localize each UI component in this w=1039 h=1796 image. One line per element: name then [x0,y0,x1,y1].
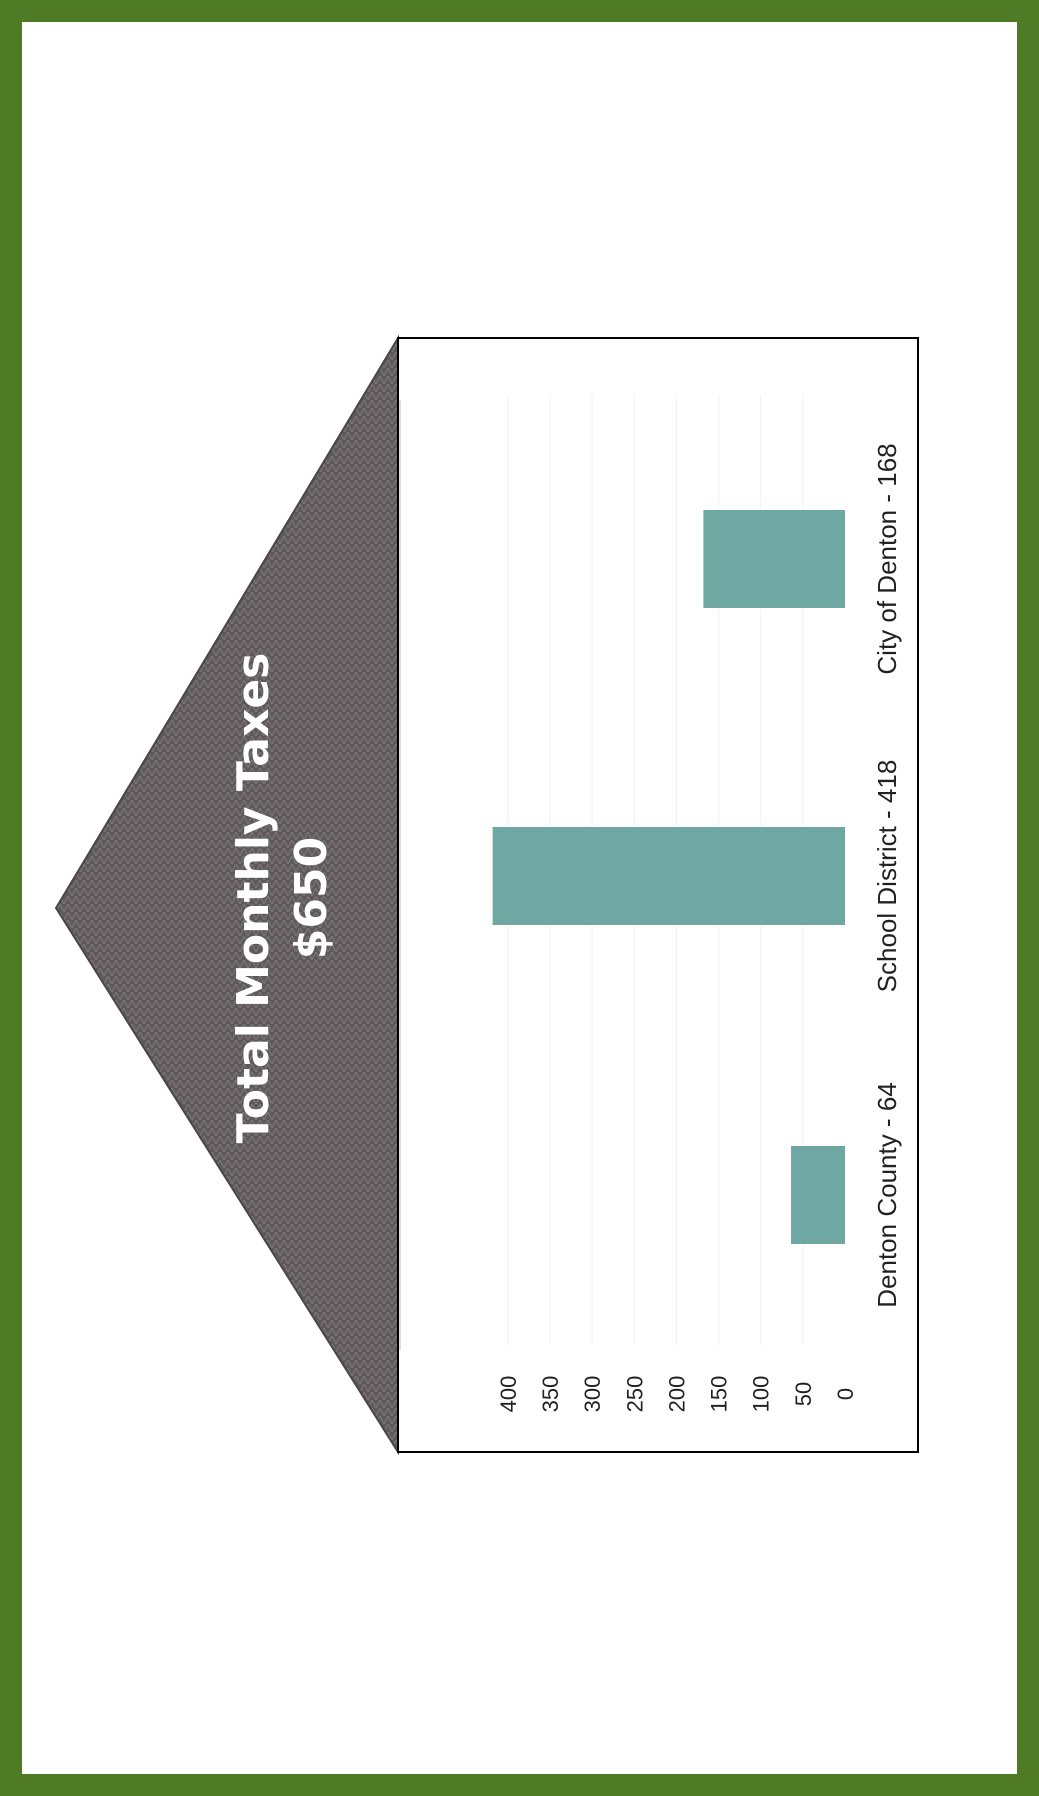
title-group: Total Monthly Taxes $650 [228,653,337,1144]
category-label-0: Denton County - 64 [872,1082,902,1307]
y-tick-label: 150 [707,1376,732,1413]
y-axis-ticks: 0 50 100 150 200 250 300 350 400 [496,1376,858,1413]
title-line-2: $650 [286,837,337,959]
y-tick-label: 200 [664,1376,689,1413]
category-labels: Denton County - 64 School District - 418 C… [872,443,902,1307]
y-tick-label: 400 [496,1376,521,1413]
title-line-1: Total Monthly Taxes [228,653,279,1144]
y-tick-label: 250 [622,1376,647,1413]
bar-1 [492,827,845,925]
bar-0 [791,1146,845,1244]
bar-2 [703,510,845,608]
y-tick-label: 300 [580,1376,605,1413]
y-tick-label: 0 [833,1388,858,1400]
y-tick-label: 50 [791,1382,816,1406]
bars [492,510,845,1244]
category-label-1: School District - 418 [872,760,902,993]
category-label-2: City of Denton - 168 [872,443,902,674]
y-tick-label: 350 [538,1376,563,1413]
y-tick-label: 100 [749,1376,774,1413]
